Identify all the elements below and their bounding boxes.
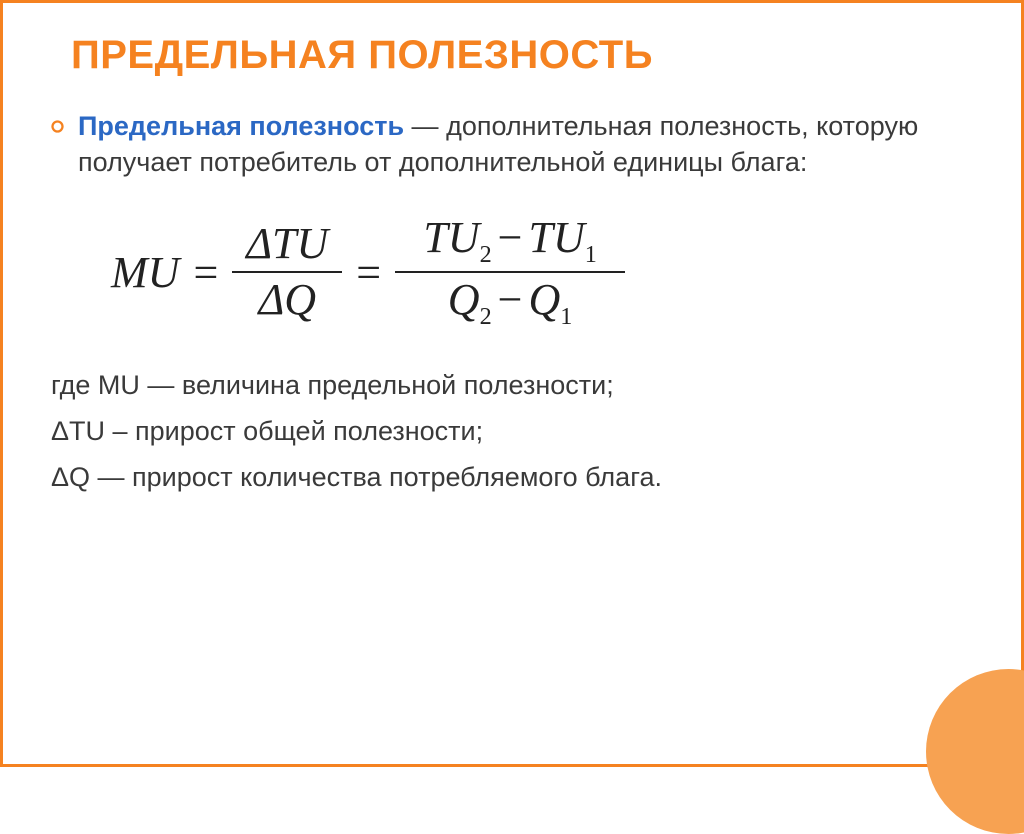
formula-block: MU = ΔTU ΔQ = TU2−TU1 Q2−Q1 [111, 215, 973, 329]
equals-2: = [356, 247, 381, 298]
frac2-den: Q2−Q1 [395, 277, 625, 329]
legend-block: где MU — величина предельной полезности;… [51, 365, 973, 499]
frac2-num-a-sub: 2 [480, 241, 492, 268]
formula-lhs: MU [111, 247, 179, 298]
frac1-num: ΔTU [232, 221, 342, 267]
frac2-den-a: Q [448, 275, 480, 324]
frac2-bar [395, 271, 625, 273]
frac2-den-b: Q [529, 275, 561, 324]
equals-1: = [193, 247, 218, 298]
definition-block: Предельная полезность — дополнительная п… [51, 108, 973, 181]
frac2-num: TU2−TU1 [395, 215, 625, 267]
legend-line-1: где MU — величина предельной полезности; [51, 365, 973, 407]
definition-text: Предельная полезность — дополнительная п… [78, 108, 973, 181]
frac2-num-a: TU [423, 213, 479, 262]
legend-line-2: ΔTU – прирост общей полезности; [51, 411, 973, 453]
formula: MU = ΔTU ΔQ = TU2−TU1 Q2−Q1 [111, 215, 973, 329]
frac2-den-b-sub: 1 [560, 303, 572, 330]
frac1-den: ΔQ [232, 277, 342, 323]
corner-circle-decoration [926, 669, 1024, 834]
bullet-icon [51, 120, 64, 138]
definition-dash: — [404, 111, 446, 141]
legend-line-3: ΔQ — прирост количества потребляемого бл… [51, 457, 973, 499]
slide-title: ПРЕДЕЛЬНАЯ ПОЛЕЗНОСТЬ [71, 33, 973, 78]
frac2-den-minus: − [498, 275, 523, 324]
slide: ПРЕДЕЛЬНАЯ ПОЛЕЗНОСТЬ Предельная полезно… [0, 0, 1024, 767]
frac2-num-b-sub: 1 [585, 241, 597, 268]
fraction-1: ΔTU ΔQ [232, 221, 342, 323]
frac2-num-minus: − [498, 213, 523, 262]
frac2-den-a-sub: 2 [480, 303, 492, 330]
fraction-2: TU2−TU1 Q2−Q1 [395, 215, 625, 329]
frac2-num-b: TU [529, 213, 585, 262]
frac1-bar [232, 271, 342, 273]
definition-term: Предельная полезность [78, 111, 404, 141]
